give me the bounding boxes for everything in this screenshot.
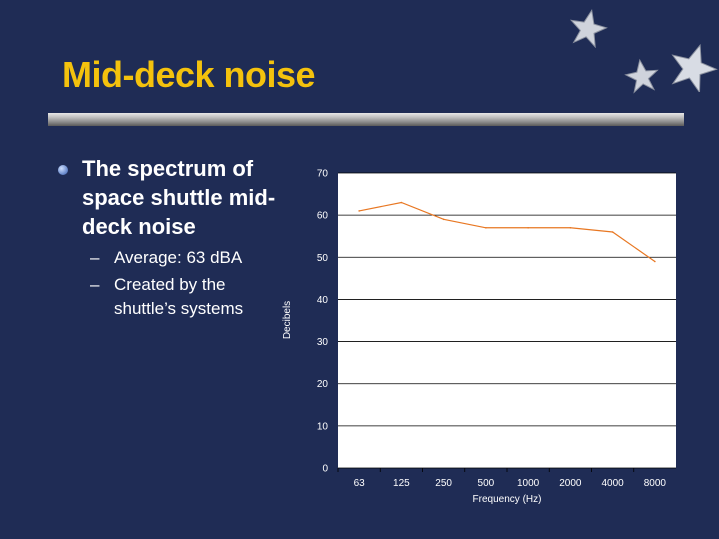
data-point [569, 226, 572, 229]
star-icon [671, 43, 718, 92]
data-point [358, 210, 360, 212]
y-tick-label: 10 [317, 421, 329, 432]
series-line [359, 201, 656, 262]
x-tick-label: 8000 [644, 478, 667, 489]
slide-title: Mid-deck noise [62, 54, 316, 95]
bullet-text: The spectrum of space shuttle mid-deck n… [82, 156, 276, 239]
y-tick-label: 50 [317, 253, 329, 264]
title-divider [48, 113, 684, 126]
y-tick-label: 30 [317, 337, 329, 348]
x-tick-label: 125 [393, 478, 410, 489]
dash-icon: – [90, 275, 100, 294]
x-tick-label: 1000 [517, 478, 540, 489]
sub-bullet-text: Created by the shuttle’s systems [114, 275, 244, 318]
dash-icon: – [90, 248, 100, 267]
plot-area [338, 173, 676, 468]
data-point [485, 226, 487, 229]
data-point [611, 231, 614, 233]
x-axis-label: Frequency (Hz) [473, 494, 542, 505]
star-icon [569, 9, 608, 48]
y-tick-label: 20 [317, 379, 329, 390]
y-tick-label: 40 [317, 295, 329, 306]
x-tick-label: 500 [478, 478, 495, 489]
x-tick-label: 4000 [602, 478, 625, 489]
bullet-icon [58, 165, 68, 175]
sub-bullet-text: Average: 63 dBA [114, 248, 243, 267]
data-point [654, 260, 656, 263]
data-point [400, 201, 403, 204]
y-axis-label: Decibels [282, 301, 293, 339]
data-point [442, 218, 445, 221]
y-tick-label: 70 [317, 169, 329, 180]
x-tick-label: 250 [435, 478, 452, 489]
y-tick-label: 60 [317, 211, 329, 222]
x-tick-label: 2000 [559, 478, 582, 489]
y-tick-label: 0 [322, 464, 328, 475]
data-point [527, 226, 529, 229]
x-tick-label: 63 [354, 478, 366, 489]
star-icon [624, 58, 659, 94]
line-chart: 0 10 20 30 40 50 60 70 63 125 250 500 1000 2000 4000 8… [282, 169, 676, 505]
